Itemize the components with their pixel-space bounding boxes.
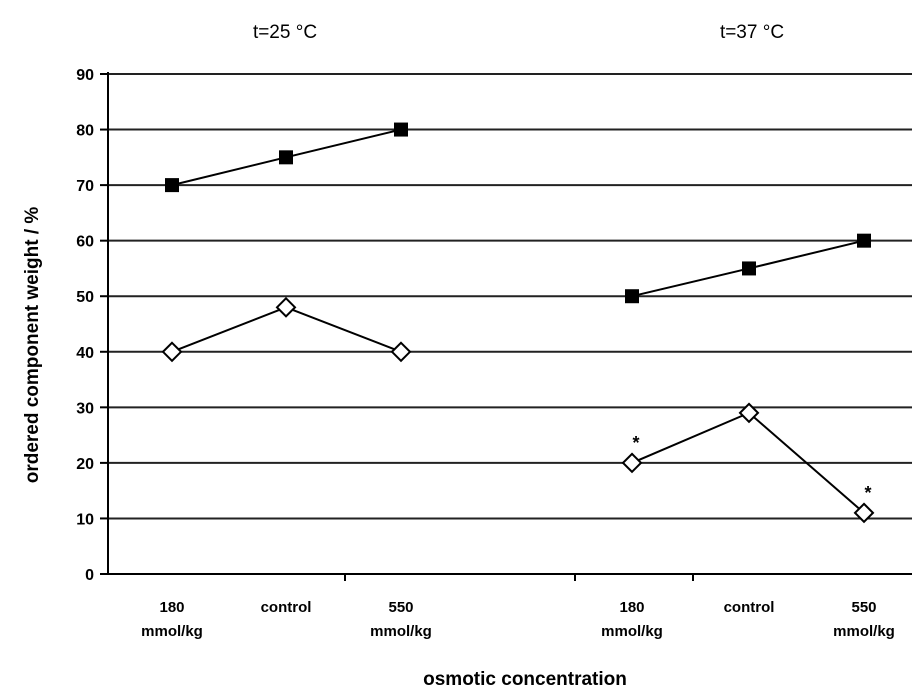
x-tick-label: 550 (851, 599, 876, 616)
data-point-diamond (161, 341, 183, 363)
data-point-square (625, 289, 639, 304)
x-tick-label: mmol/kg (601, 623, 663, 640)
x-tick-label: control (261, 599, 312, 616)
data-point-diamond (738, 402, 760, 424)
y-tick-labels: 0 10 20 30 40 50 60 70 80 90 (76, 67, 694, 584)
x-tick-label: mmol/kg (833, 623, 895, 640)
gridlines (108, 73, 912, 520)
y-tick-label: 80 (76, 123, 94, 140)
y-axis-label: ordered component weight / % (22, 207, 43, 484)
x-tick-label: 550 (388, 599, 413, 616)
x-axis-label: osmotic concentration (423, 669, 627, 690)
x-tick-label: control (724, 599, 775, 616)
significance-marker: * (864, 483, 871, 503)
data-point-diamond (275, 296, 297, 318)
y-tick-label: 0 (85, 567, 94, 584)
y-tick-label: 60 (76, 234, 94, 251)
data-point-square (394, 122, 408, 137)
data-point-diamond (390, 341, 412, 363)
axes (107, 72, 912, 575)
y-tick-label: 10 (76, 511, 94, 528)
data-point-square (857, 233, 871, 248)
y-tick-label: 40 (76, 345, 94, 362)
x-tick-label: 180 (619, 599, 644, 616)
panel-2: t=37 °C 180 mmol/kg control 550 mmol/kg * * (601, 22, 895, 640)
x-tick-label: mmol/kg (141, 623, 203, 640)
data-point-square (742, 261, 756, 276)
panel-title: t=37 °C (720, 22, 784, 43)
y-tick-label: 70 (76, 178, 94, 195)
y-tick-label: 20 (76, 456, 94, 473)
y-tick-label: 30 (76, 400, 94, 417)
x-tick-label: mmol/kg (370, 623, 432, 640)
significance-marker: * (632, 433, 639, 453)
data-point-square (165, 178, 179, 193)
data-point-diamond (853, 502, 875, 524)
panel-title: t=25 °C (253, 22, 317, 43)
panel-1: t=25 °C 180 mmol/kg control 550 mmol/kg (141, 22, 432, 640)
y-tick-label: 50 (76, 289, 94, 306)
x-tick-label: 180 (159, 599, 184, 616)
data-point-square (279, 150, 293, 165)
data-point-diamond (621, 452, 643, 474)
y-tick-label: 90 (76, 67, 94, 84)
